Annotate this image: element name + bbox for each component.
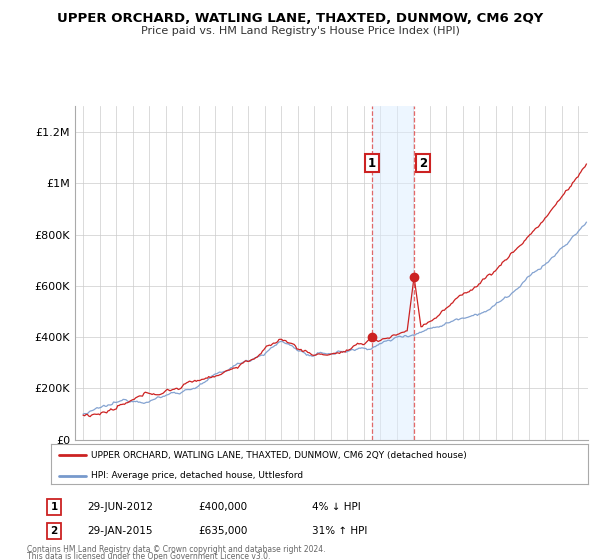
Text: 1: 1	[50, 502, 58, 512]
Text: HPI: Average price, detached house, Uttlesford: HPI: Average price, detached house, Uttl…	[91, 471, 304, 480]
Text: £635,000: £635,000	[198, 526, 247, 536]
Text: 31% ↑ HPI: 31% ↑ HPI	[312, 526, 367, 536]
Text: Contains HM Land Registry data © Crown copyright and database right 2024.: Contains HM Land Registry data © Crown c…	[27, 545, 325, 554]
Text: 2: 2	[50, 526, 58, 536]
Text: £400,000: £400,000	[198, 502, 247, 512]
Text: UPPER ORCHARD, WATLING LANE, THAXTED, DUNMOW, CM6 2QY: UPPER ORCHARD, WATLING LANE, THAXTED, DU…	[57, 12, 543, 25]
Text: 1: 1	[368, 157, 376, 170]
Text: 29-JUN-2012: 29-JUN-2012	[87, 502, 153, 512]
Text: UPPER ORCHARD, WATLING LANE, THAXTED, DUNMOW, CM6 2QY (detached house): UPPER ORCHARD, WATLING LANE, THAXTED, DU…	[91, 451, 467, 460]
Text: 4% ↓ HPI: 4% ↓ HPI	[312, 502, 361, 512]
Text: 29-JAN-2015: 29-JAN-2015	[87, 526, 152, 536]
Text: This data is licensed under the Open Government Licence v3.0.: This data is licensed under the Open Gov…	[27, 552, 271, 560]
Text: Price paid vs. HM Land Registry's House Price Index (HPI): Price paid vs. HM Land Registry's House …	[140, 26, 460, 36]
Text: 2: 2	[419, 157, 427, 170]
Bar	[372, 106, 415, 440]
